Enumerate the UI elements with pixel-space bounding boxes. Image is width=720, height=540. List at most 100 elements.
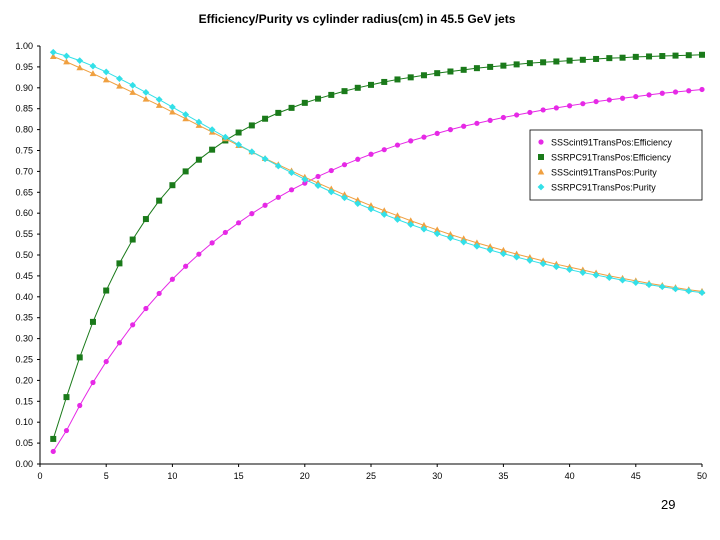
data-point xyxy=(580,101,586,107)
data-point xyxy=(63,427,70,434)
data-point xyxy=(447,234,454,242)
data-point xyxy=(619,95,626,101)
data-point xyxy=(632,279,640,286)
data-point xyxy=(539,260,547,268)
data-point xyxy=(155,96,163,103)
legend-label: SSScint91TransPos:Efficiency xyxy=(551,138,673,148)
data-point xyxy=(593,98,599,105)
data-point xyxy=(553,58,560,65)
data-point xyxy=(461,123,467,129)
data-point xyxy=(514,112,520,118)
data-point xyxy=(567,103,573,109)
data-point xyxy=(368,81,374,88)
data-point xyxy=(355,156,361,162)
data-point xyxy=(699,86,705,93)
data-point xyxy=(474,120,480,126)
data-point xyxy=(77,402,83,409)
data-point xyxy=(380,207,388,214)
data-point xyxy=(447,127,454,133)
data-point xyxy=(341,162,348,168)
data-point xyxy=(381,78,388,85)
data-point xyxy=(208,126,216,133)
series-line xyxy=(52,54,703,440)
data-point xyxy=(209,146,216,153)
data-point xyxy=(473,242,481,250)
data-point xyxy=(142,88,150,96)
data-point xyxy=(486,243,494,250)
data-point xyxy=(182,168,189,175)
data-point xyxy=(248,148,256,156)
data-point xyxy=(354,196,362,203)
data-point xyxy=(513,253,521,261)
data-point xyxy=(407,221,415,228)
series-circle xyxy=(50,86,705,455)
data-point xyxy=(513,61,520,68)
data-point xyxy=(552,263,560,271)
data-point xyxy=(420,221,428,228)
data-point xyxy=(288,169,295,177)
data-point xyxy=(540,59,547,66)
series-diamond xyxy=(49,48,706,297)
data-point xyxy=(487,63,494,70)
y-tick-label: 0.00 xyxy=(15,459,33,469)
data-point xyxy=(143,305,149,312)
data-point xyxy=(129,88,136,95)
x-tick-label: 40 xyxy=(565,471,575,481)
legend-label: SSScint91TransPos:Purity xyxy=(551,168,657,178)
data-point xyxy=(288,187,295,193)
data-point xyxy=(63,52,70,60)
y-tick-label: 0.55 xyxy=(15,229,33,239)
data-point xyxy=(76,57,84,65)
data-point xyxy=(169,182,176,189)
data-point xyxy=(380,211,388,218)
data-point xyxy=(341,88,348,95)
data-point xyxy=(526,257,534,264)
data-point xyxy=(76,354,83,361)
data-point xyxy=(116,75,123,83)
data-point xyxy=(129,236,136,243)
data-point xyxy=(420,225,428,233)
data-point xyxy=(354,200,362,207)
y-tick-label: 0.65 xyxy=(15,187,33,197)
data-point xyxy=(50,448,56,455)
legend-marker xyxy=(538,154,544,160)
data-point xyxy=(248,122,255,129)
data-point xyxy=(381,147,387,153)
data-point xyxy=(420,72,427,79)
data-point xyxy=(433,226,441,233)
y-tick-label: 0.60 xyxy=(15,208,33,218)
data-point xyxy=(169,108,176,115)
x-tick-label: 30 xyxy=(432,471,442,481)
data-point xyxy=(685,52,692,59)
y-tick-label: 0.85 xyxy=(15,104,33,114)
data-point xyxy=(275,194,281,200)
legend-label: SSRPC91TransPos:Efficiency xyxy=(551,153,672,163)
data-point xyxy=(645,281,653,289)
data-point xyxy=(301,175,309,183)
data-point xyxy=(394,216,401,223)
data-point xyxy=(367,202,375,209)
data-point xyxy=(447,231,454,238)
y-tick-label: 0.40 xyxy=(15,292,33,302)
data-point xyxy=(169,103,176,111)
data-point xyxy=(686,88,692,94)
data-point xyxy=(605,274,613,281)
data-point xyxy=(394,76,401,83)
data-point xyxy=(249,211,255,217)
data-point xyxy=(433,230,441,238)
data-point xyxy=(235,141,242,149)
series-square xyxy=(50,51,705,442)
data-point xyxy=(394,142,401,148)
legend-label: SSRPC91TransPos:Purity xyxy=(551,183,656,193)
data-point xyxy=(63,394,70,401)
data-point xyxy=(539,257,547,264)
data-point xyxy=(116,340,123,346)
data-point xyxy=(646,92,652,98)
data-point xyxy=(50,435,57,442)
data-point xyxy=(632,53,639,60)
data-point xyxy=(262,202,268,208)
y-tick-label: 0.50 xyxy=(15,250,33,260)
data-point xyxy=(699,51,705,58)
y-tick-label: 1.00 xyxy=(15,41,33,51)
